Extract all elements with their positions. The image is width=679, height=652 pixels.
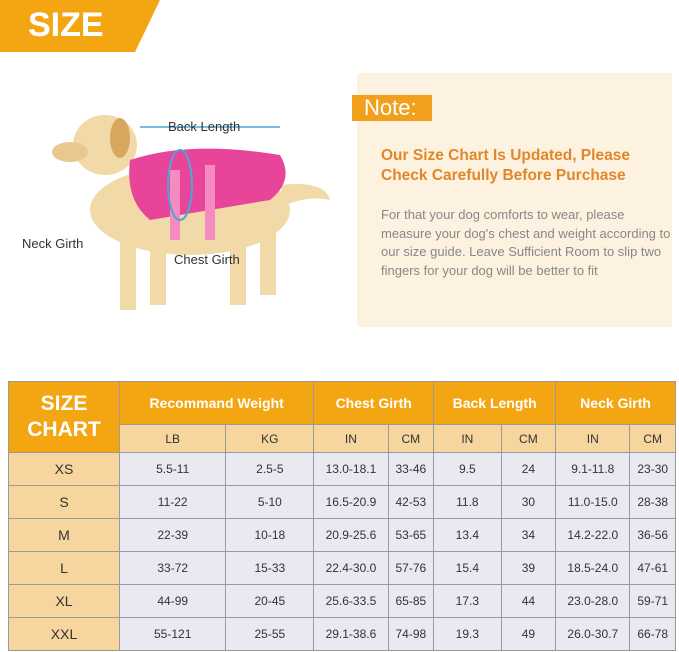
- table-cell: 26.0-30.7: [555, 617, 631, 651]
- size-banner: SIZE: [0, 0, 160, 52]
- group-header: Recommand Weight: [118, 381, 315, 425]
- table-cell: 65-85: [387, 584, 435, 618]
- table-cell: 20-45: [225, 584, 315, 618]
- size-chart-table: SIZE CHART Recommand Weight Chest Girth …: [8, 381, 676, 651]
- group-header: Back Length: [433, 381, 557, 425]
- table-row: XL 44-99 20-45 25.6-33.5 65-85 17.3 44 23.0-28.…: [8, 584, 676, 618]
- back-length-label: Back Length: [168, 119, 241, 134]
- table-cell: 2.5-5: [225, 452, 315, 486]
- neck-girth-label: Neck Girth: [22, 236, 84, 251]
- table-cell: 25.6-33.5: [313, 584, 389, 618]
- table-cell: 22-39: [118, 518, 227, 552]
- group-header: Neck Girth: [555, 381, 676, 425]
- table-cell: 34: [500, 518, 557, 552]
- table-cell: 10-18: [225, 518, 315, 552]
- table-cell: 39: [500, 551, 557, 585]
- note-body: For that your dog comforts to wear, plea…: [381, 207, 671, 278]
- unit-header: KG: [225, 424, 315, 453]
- size-label: M: [8, 518, 120, 552]
- table-cell: 16.5-20.9: [313, 485, 389, 519]
- table-cell: 20.9-25.6: [313, 518, 389, 552]
- table-row: XXL 55-121 25-55 29.1-38.6 74-98 19.3 49 26.0-3…: [8, 617, 676, 651]
- table-cell: 30: [500, 485, 557, 519]
- table-cell: 47-61: [629, 551, 676, 585]
- table-cell: 11-22: [118, 485, 227, 519]
- table-cell: 15.4: [433, 551, 502, 585]
- table-cell: 17.3: [433, 584, 502, 618]
- table-cell: 5-10: [225, 485, 315, 519]
- table-cell: 55-121: [118, 617, 227, 651]
- unit-header: IN: [313, 424, 389, 453]
- table-cell: 13.0-18.1: [313, 452, 389, 486]
- group-header: Chest Girth: [313, 381, 435, 425]
- table-cell: 74-98: [387, 617, 435, 651]
- table-cell: 29.1-38.6: [313, 617, 389, 651]
- table-cell: 22.4-30.0: [313, 551, 389, 585]
- table-cell: 66-78: [629, 617, 676, 651]
- table-cell: 44-99: [118, 584, 227, 618]
- table-row: XS 5.5-11 2.5-5 13.0-18.1 33-46 9.5 24 9.1-11.8…: [8, 452, 676, 486]
- size-label: XS: [8, 452, 120, 486]
- chest-girth-label: Chest Girth: [174, 252, 240, 267]
- size-label: XXL: [8, 617, 120, 651]
- table-cell: 33-72: [118, 551, 227, 585]
- table-row: L 33-72 15-33 22.4-30.0 57-76 15.4 39 18.5-24.0…: [8, 551, 676, 585]
- table-cell: 23.0-28.0: [555, 584, 631, 618]
- size-label: L: [8, 551, 120, 585]
- unit-header: IN: [555, 424, 631, 453]
- unit-header: LB: [118, 424, 227, 453]
- table-cell: 18.5-24.0: [555, 551, 631, 585]
- table-cell: 15-33: [225, 551, 315, 585]
- table-cell: 24: [500, 452, 557, 486]
- table-cell: 49: [500, 617, 557, 651]
- note-headline: Our Size Chart Is Updated, Please Check …: [381, 147, 630, 184]
- unit-header: CM: [500, 424, 557, 453]
- table-row: S 11-22 5-10 16.5-20.9 42-53 11.8 30 11.0-15.0 2…: [8, 485, 676, 519]
- banner-title: SIZE: [28, 6, 104, 44]
- table-cell: 44: [500, 584, 557, 618]
- table-cell: 33-46: [387, 452, 435, 486]
- table-cell: 42-53: [387, 485, 435, 519]
- table-cell: 19.3: [433, 617, 502, 651]
- unit-header: IN: [433, 424, 502, 453]
- table-cell: 14.2-22.0: [555, 518, 631, 552]
- table-cell: 13.4: [433, 518, 502, 552]
- table-cell: 9.5: [433, 452, 502, 486]
- table-cell: 9.1-11.8: [555, 452, 631, 486]
- table-cell: 59-71: [629, 584, 676, 618]
- unit-header: CM: [629, 424, 676, 453]
- dog-illustration: [52, 115, 330, 310]
- table-row: M 22-39 10-18 20.9-25.6 53-65 13.4 34 14.2-22.0…: [8, 518, 676, 552]
- table-cell: 28-38: [629, 485, 676, 519]
- table-cell: 11.0-15.0: [555, 485, 631, 519]
- size-label: XL: [8, 584, 120, 618]
- table-cell: 5.5-11: [118, 452, 227, 486]
- table-cell: 36-56: [629, 518, 676, 552]
- table-cell: 11.8: [433, 485, 502, 519]
- note-tag: Note:: [352, 95, 432, 121]
- table-cell: 23-30: [629, 452, 676, 486]
- unit-header: CM: [387, 424, 435, 453]
- table-cell: 57-76: [387, 551, 435, 585]
- size-chart-corner: SIZE CHART: [8, 381, 120, 453]
- table-cell: 25-55: [225, 617, 315, 651]
- size-label: S: [8, 485, 120, 519]
- table-cell: 53-65: [387, 518, 435, 552]
